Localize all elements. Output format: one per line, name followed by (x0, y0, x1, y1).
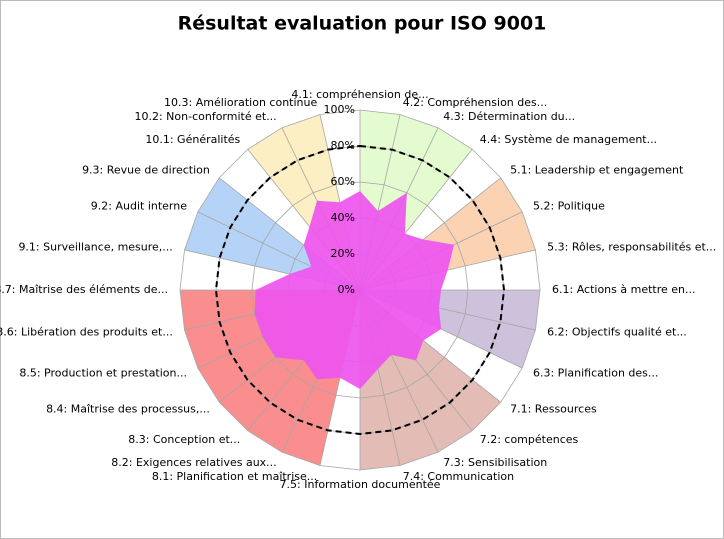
category-label: 7.1: Ressources (510, 403, 597, 416)
category-label: 5.1: Leadership et engagement (510, 163, 684, 176)
category-label: 6.3: Planification des... (533, 366, 658, 379)
category-label: 8.6: Libération des produits et... (0, 326, 173, 339)
category-label: 4.4: Système de management... (480, 133, 657, 146)
category-label: 8.3: Conception et... (128, 433, 240, 446)
category-label: 7.3: Sensibilisation (443, 456, 547, 469)
category-label: 7.2: compétences (480, 433, 579, 446)
score-area (254, 191, 455, 389)
radial-tick-label: 0% (338, 283, 355, 296)
category-label: 9.3: Revue de direction (82, 163, 210, 176)
category-label: 8.2: Exigences relatives aux... (111, 456, 276, 469)
target-line (214, 144, 506, 436)
category-label: 7.4: Communication (403, 470, 514, 483)
radial-tick-label: 80% (331, 139, 355, 152)
chart-title: Résultat evaluation pour ISO 9001 (178, 13, 547, 35)
category-label: 10.3: Amélioration continue (164, 96, 317, 109)
category-label: 4.1: compréhension de... (291, 88, 428, 101)
category-label: 6.2: Objectifs qualité et... (547, 326, 687, 339)
category-label: 5.3: Rôles, responsabilités et... (547, 240, 716, 253)
radial-tick-label: 60% (331, 175, 355, 188)
category-label: 6.1: Actions à mettre en... (552, 283, 696, 296)
category-label: 9.2: Audit interne (91, 200, 187, 213)
category-label: 8.7: Maîtrise des éléments de... (0, 283, 168, 296)
category-label: 5.2: Politique (533, 200, 605, 213)
category-label: 4.3: Détermination du... (443, 110, 575, 123)
category-label: 4.2: Compréhension des... (403, 96, 548, 109)
radial-tick-label: 20% (331, 247, 355, 260)
category-label: 10.1: Généralités (145, 133, 240, 146)
category-label: 9.1: Surveillance, mesure,... (18, 240, 172, 253)
radial-tick-label: 100% (324, 103, 355, 116)
category-label: 8.1: Planification et maîtrise... (152, 470, 317, 483)
radial-tick-label: 40% (331, 211, 355, 224)
category-label: 8.4: Maîtrise des processus,... (46, 403, 210, 416)
category-label: 8.5: Production et prestation... (19, 366, 187, 379)
category-label: 7.5: Information documentée (280, 478, 441, 491)
category-label: 10.2: Non-conformité et... (134, 110, 276, 123)
